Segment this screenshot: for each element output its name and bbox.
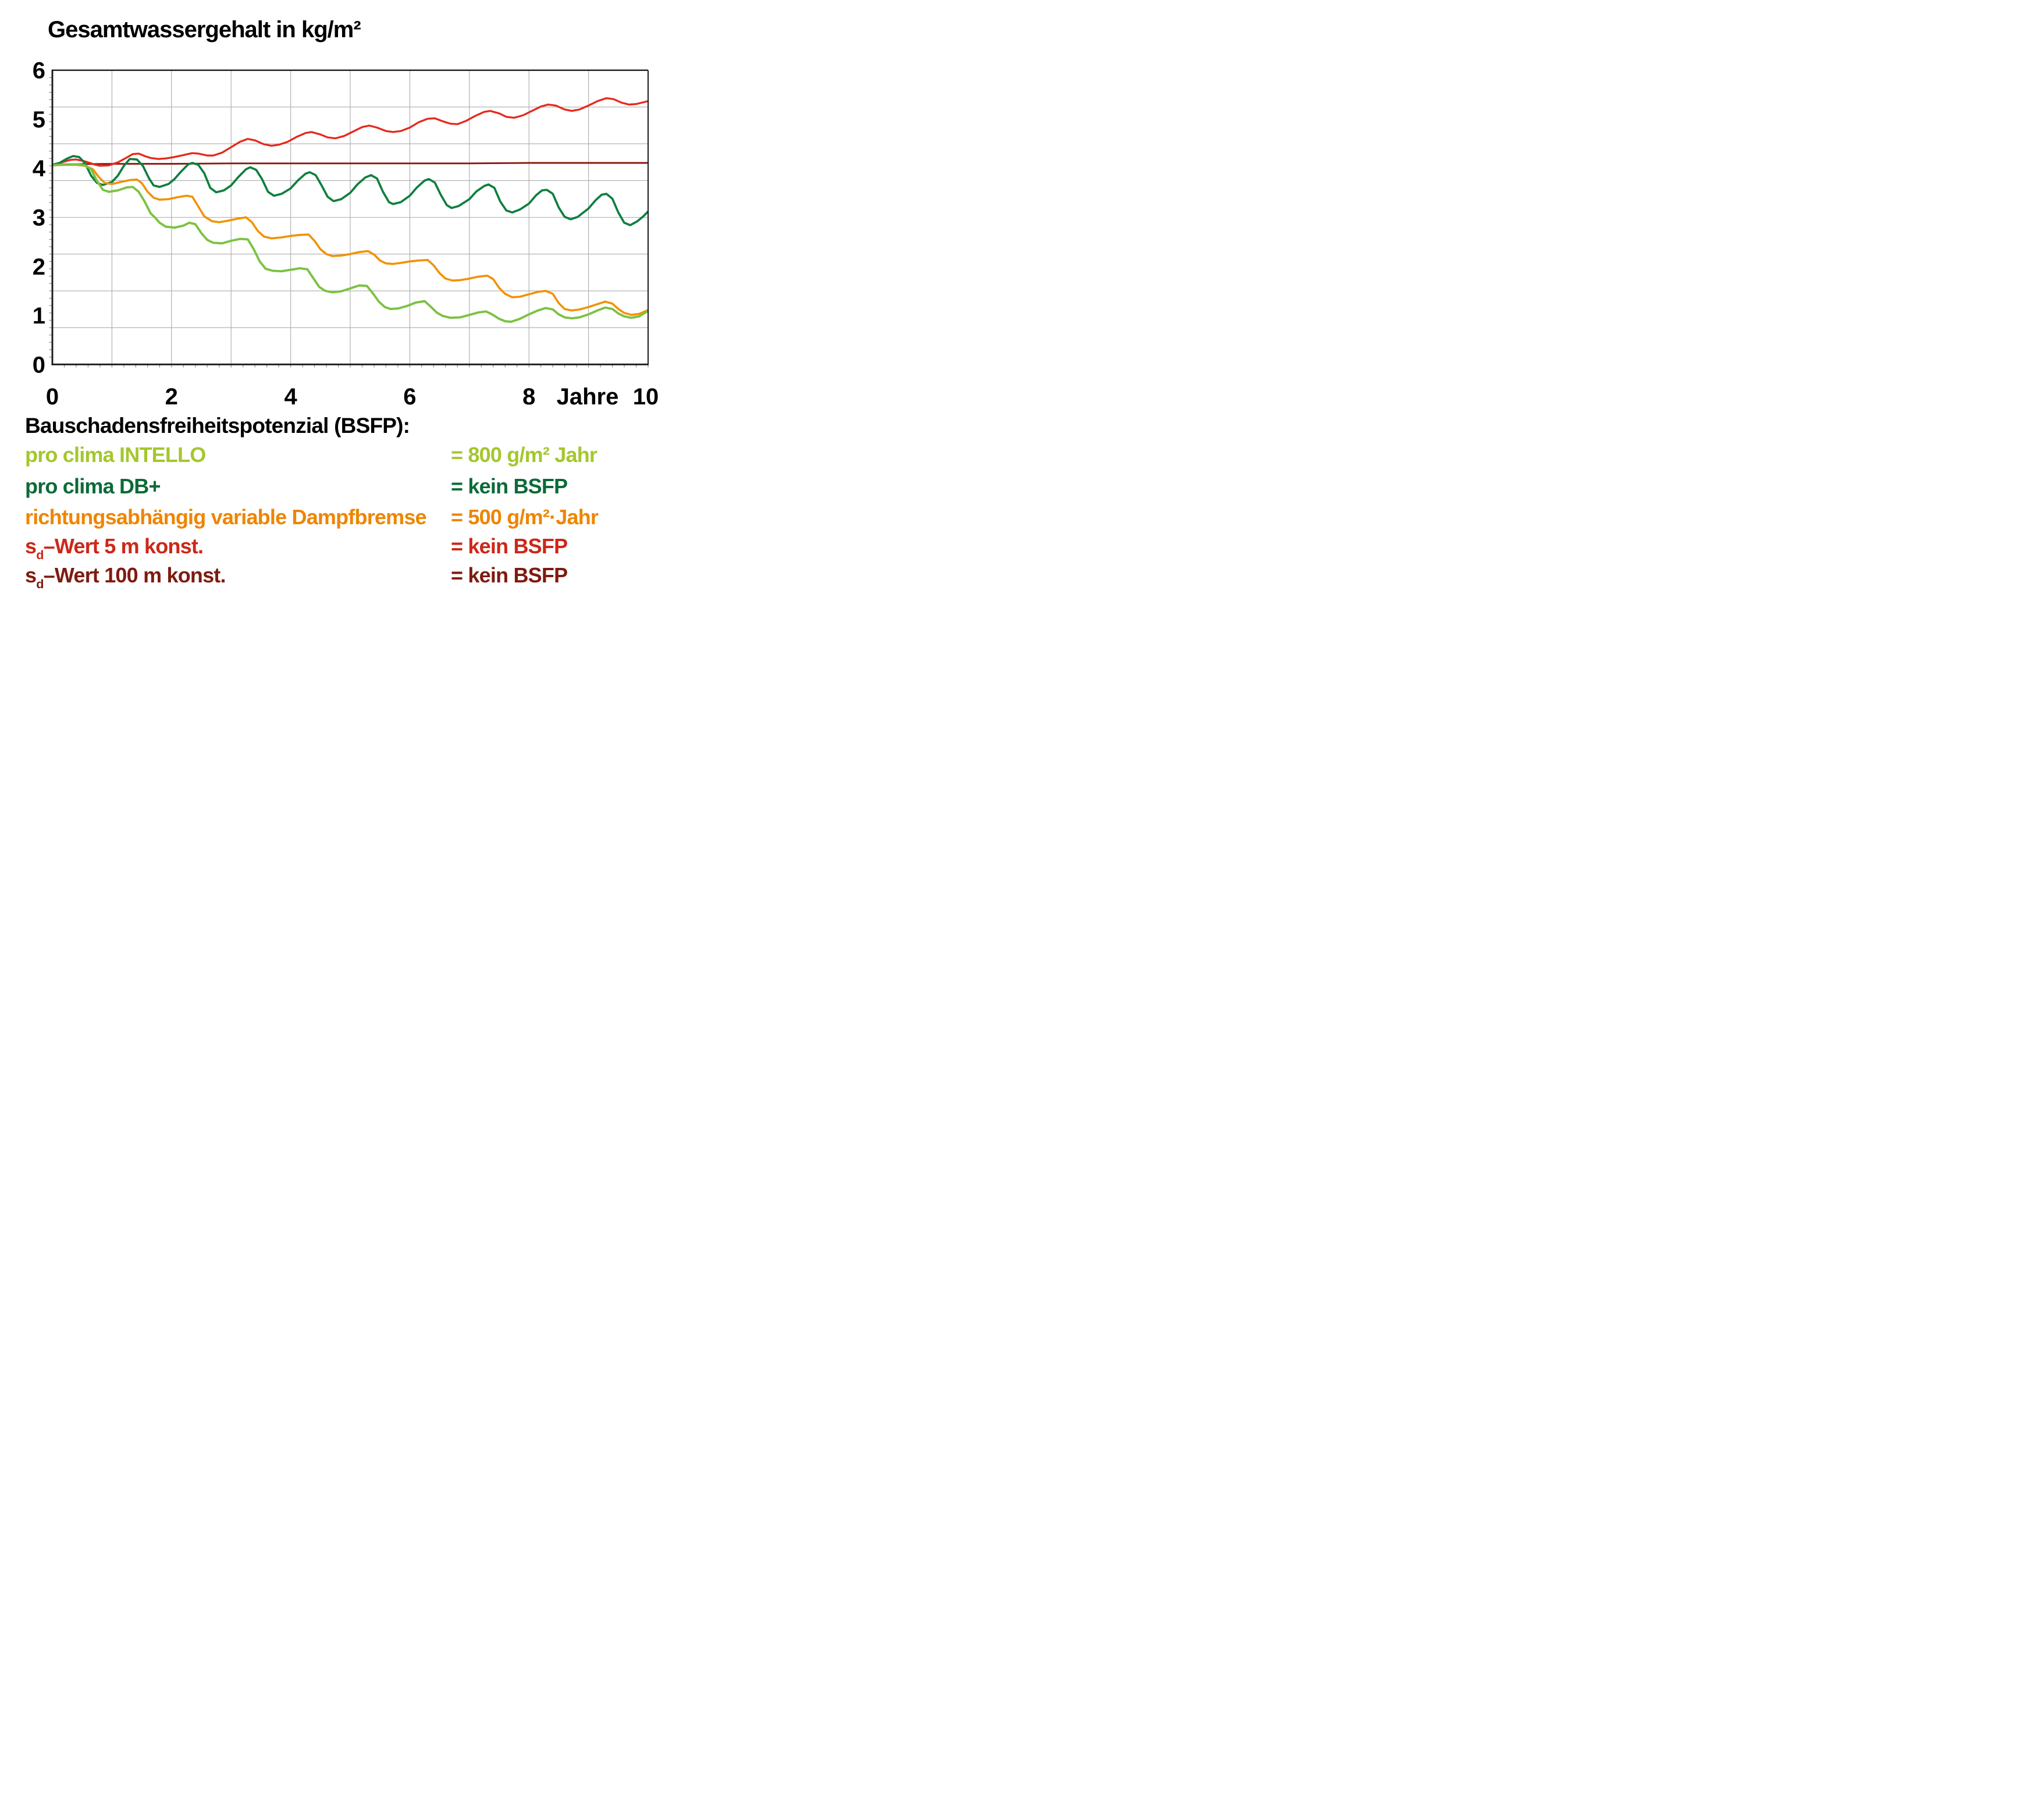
y-axis-label: 1 <box>33 303 45 329</box>
y-axis-labels: 6 5 4 3 2 1 0 <box>33 58 46 378</box>
y-axis-label: 0 <box>33 352 45 378</box>
curve-sd-wert-5-m-konst <box>52 97 649 167</box>
curve-pro-clima-db <box>52 155 649 226</box>
curve-richtungsabh-ngig-variable-dampfbremse <box>52 163 649 316</box>
x-axis-label: 4 <box>284 384 297 410</box>
x-axis-label: 10 <box>633 384 659 410</box>
x-axis-label: 8 <box>522 384 535 410</box>
curve-pro-clima-intello <box>52 163 649 323</box>
x-axis-label: 0 <box>46 384 59 410</box>
x-axis-label: 2 <box>165 384 178 410</box>
minor-ticks <box>49 77 649 368</box>
chart-title: Gesamtwassergehalt in kg/m² <box>48 17 361 42</box>
x-axis-unit-label: Jahre <box>557 384 619 410</box>
plot-frame <box>51 69 649 365</box>
y-axis-label: 2 <box>33 254 45 280</box>
x-axis-labels: 0 2 4 6 8 10 Jahre <box>46 384 659 410</box>
y-axis-label: 4 <box>33 156 46 182</box>
curves <box>52 97 649 323</box>
gridlines <box>52 70 648 365</box>
y-axis-label: 3 <box>33 205 45 231</box>
x-axis-label: 6 <box>403 384 416 410</box>
y-axis-label: 5 <box>33 107 45 133</box>
curve-sd-wert-100-m-konst <box>52 162 648 165</box>
y-axis-label: 6 <box>33 58 45 84</box>
